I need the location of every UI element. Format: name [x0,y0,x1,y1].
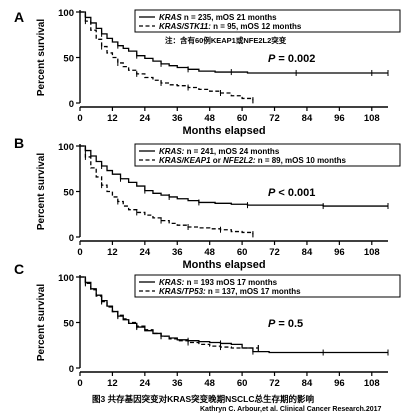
y-axis-label: Percent survival [36,19,47,96]
panel-a: A 0 50 100 0 12 24 36 48 60 72 84 96 108 Months elapse… [14,8,401,137]
p-value: P = 0.002 [268,53,315,65]
panel-label: C [14,261,24,277]
legend-box [134,274,401,298]
x-tick-label: 0 [77,378,82,389]
x-tick-label: 36 [172,113,183,124]
x-tick-label: 48 [204,247,215,258]
x-tick-label: 12 [107,378,118,389]
y-axis-label: Percent survival [36,284,47,361]
x-tick-label: 72 [269,247,280,258]
figure-caption: 图3 共存基因突变对KRAS突变晚期NSCLC总生存期的影响 [92,394,314,404]
x-tick-label: 108 [364,113,380,124]
x-tick-label: 60 [237,113,248,124]
x-tick-label: 84 [302,247,313,258]
x-tick-label: 96 [334,378,345,389]
y-axis-label: Percent survival [36,153,47,230]
series-line-mutant [80,11,254,101]
x-tick-label: 0 [77,247,82,258]
y-tick-label: 0 [69,99,74,110]
x-tick-label: 60 [237,378,248,389]
y-tick-label: 100 [58,8,74,19]
x-axis-label: Months elapsed [182,125,265,137]
x-tick-label: 48 [204,113,215,124]
legend-entry: KRAS/TP53: n = 137, mOS 17 months [159,287,301,296]
x-tick-label: 108 [364,378,380,389]
x-tick-label: 12 [107,247,118,258]
x-axis-label: Months elapsed [182,259,265,271]
panel-label: B [14,135,24,151]
y-tick-label: 100 [58,142,74,153]
y-tick-label: 0 [69,233,74,244]
legend-entry: KRAS/KEAP1 or NFE2L2: n = 89, mOS 10 mon… [159,156,347,165]
p-value: P < 0.001 [268,187,315,199]
x-tick-label: 96 [334,247,345,258]
legend-entry: KRAS n = 235, mOS 21 months [159,13,277,22]
panel-c: C 0 50 100 0 12 24 36 48 60 72 84 96 108 Months elapse… [14,261,401,389]
panel-b: B 0 50 100 0 12 24 36 48 60 72 84 96 108 Months elapse… [14,135,401,271]
x-tick-label: 60 [237,247,248,258]
panel-label: A [14,9,24,25]
x-tick-label: 0 [77,113,82,124]
x-tick-label: 84 [302,113,313,124]
y-tick-label: 100 [58,273,74,284]
x-tick-label: 72 [269,378,280,389]
x-tick-label: 96 [334,113,345,124]
x-tick-label: 24 [140,113,151,124]
panel-note: 注：含有60例KEAP1或NFE2L2突变 [165,35,287,45]
legend-box [134,9,401,33]
x-tick-label: 36 [172,247,183,258]
y-tick-label: 0 [69,364,74,375]
y-tick-label: 50 [63,54,74,65]
legend-entry: KRAS/STK11: n = 95, mOS 12 months [159,22,302,31]
x-tick-label: 72 [269,113,280,124]
x-tick-label: 24 [140,378,151,389]
y-tick-label: 50 [63,319,74,330]
legend-entry: KRAS: n = 193 mOS 17 months [159,278,278,287]
x-tick-label: 48 [204,378,215,389]
x-tick-label: 84 [302,378,313,389]
series-line-mutant [80,276,259,349]
x-tick-label: 108 [364,247,380,258]
kaplan-meier-figure: A 0 50 100 0 12 24 36 48 60 72 84 96 108 Months elapse… [14,8,401,389]
series-line-mutant [80,145,254,235]
p-value: P = 0.5 [268,318,303,330]
x-tick-label: 36 [172,378,183,389]
legend-entry: KRAS: n = 241, mOS 24 months [159,147,280,156]
figure-credit: Kathryn C. Arbour,et al. Clinical Cancer… [200,406,382,413]
x-tick-label: 24 [140,247,151,258]
legend-box [134,143,401,167]
x-tick-label: 12 [107,113,118,124]
y-tick-label: 50 [63,188,74,199]
